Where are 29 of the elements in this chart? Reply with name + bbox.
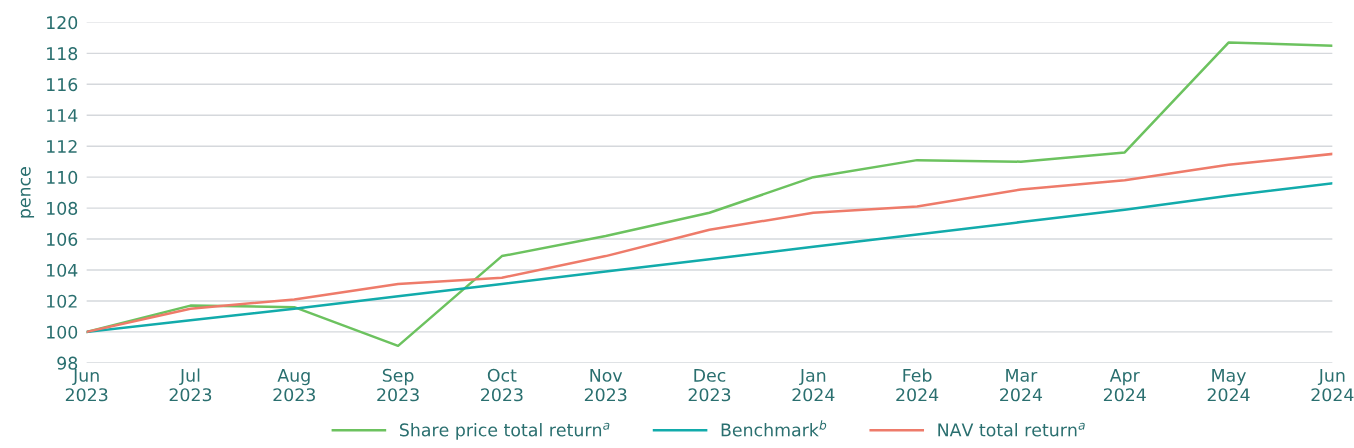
y-tick-label: 108 (47, 201, 78, 215)
y-tick-label: 102 (47, 294, 77, 308)
x-tick-label: Feb 2024 (896, 368, 939, 402)
y-tick-label: 100 (47, 325, 78, 339)
x-tick-label: May 2024 (1207, 368, 1250, 402)
y-tick-label: 104 (47, 263, 78, 277)
x-tick-label: Nov 2023 (584, 368, 627, 402)
x-tick-label: Oct 2023 (481, 368, 523, 402)
x-tick-label: Aug 2023 (273, 368, 315, 402)
line-series (86, 152, 1333, 334)
x-tick-label: Jul 2023 (169, 368, 212, 402)
x-tick-label: Sep 2023 (377, 368, 419, 402)
y-tick-label: 106 (47, 232, 78, 246)
y-tick-label: 98 (57, 356, 78, 370)
y-tick-label: 114 (47, 109, 78, 122)
legend-label: Share price total return$^{a}$ (399, 422, 610, 440)
x-tick-label: Dec 2023 (688, 368, 731, 402)
x-tick-label: Jun 2024 (1311, 368, 1354, 402)
x-tick-label: Mar 2024 (1000, 368, 1043, 402)
y-axis-title: pence (20, 167, 35, 218)
x-tick-label: Jan 2024 (792, 368, 835, 402)
y-tick-label: 118 (47, 47, 78, 61)
y-tick-label: 110 (47, 170, 78, 185)
y-tick-label: 116 (47, 78, 78, 92)
y-tick-label: 112 (47, 139, 77, 153)
legend-label: NAV total return$^{a}$ (938, 422, 1085, 437)
legend-label: Benchmark$^{b}$ (721, 420, 827, 437)
x-tick-label: Apr 2024 (1103, 368, 1146, 402)
y-tick-label: 120 (47, 16, 78, 30)
